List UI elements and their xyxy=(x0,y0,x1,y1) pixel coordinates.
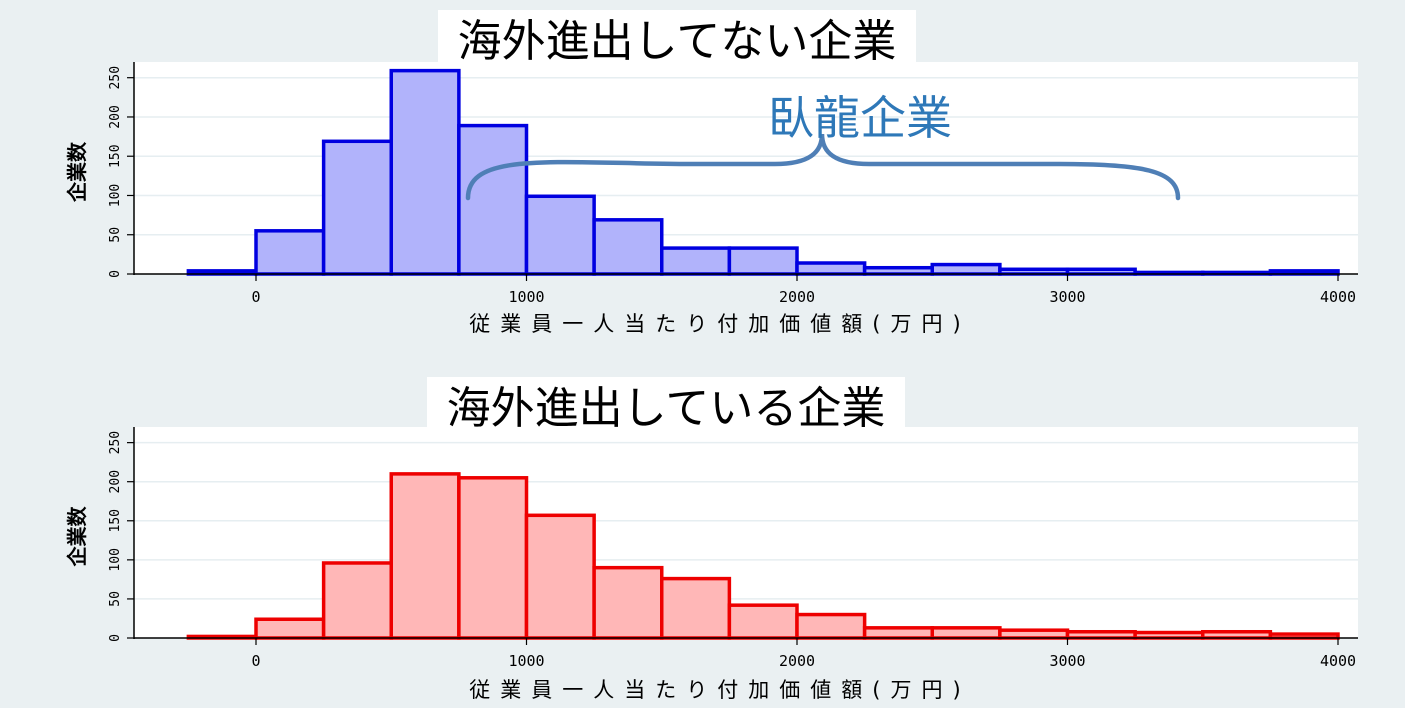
histogram-bar xyxy=(1133,630,1205,640)
histogram-bar xyxy=(1201,629,1273,640)
y-tick-label: 200 xyxy=(108,470,123,493)
y-tick-label: 150 xyxy=(108,144,123,167)
histogram-bar xyxy=(389,68,461,276)
x-axis-label: 従業員一人当たり付加価値額(万円) xyxy=(469,312,970,336)
x-axis-label: 従業員一人当たり付加価値額(万円) xyxy=(469,678,970,702)
histogram-bar xyxy=(660,576,732,640)
histogram-bar xyxy=(524,194,596,276)
y-tick-label: 0 xyxy=(108,270,123,278)
histogram-bar xyxy=(930,262,1002,276)
x-tick-label: 3000 xyxy=(1049,652,1085,670)
x-tick-label: 2000 xyxy=(779,288,815,306)
y-tick-label: 0 xyxy=(108,634,123,642)
y-tick-label: 250 xyxy=(108,431,123,454)
histogram-bar xyxy=(389,472,461,640)
histogram-bar xyxy=(524,513,596,640)
y-tick-label: 100 xyxy=(108,184,123,207)
y-tick-label: 100 xyxy=(108,548,123,571)
y-tick-label: 50 xyxy=(108,227,123,243)
x-tick-label: 0 xyxy=(251,288,260,306)
histogram-bar xyxy=(660,246,732,276)
chart-overseas: 0 1000 2000 3000 4000 0 50 100 150 200 250 企業数従業員一人… xyxy=(65,377,1358,702)
chart-title: 海外進出している企業 xyxy=(447,383,886,434)
x-tick-label: 1000 xyxy=(508,288,544,306)
histogram-bar xyxy=(930,626,1002,640)
histogram-bar xyxy=(795,612,867,640)
x-tick-label: 4000 xyxy=(1320,652,1356,670)
y-tick-label: 200 xyxy=(108,105,123,128)
histogram-bar xyxy=(1065,629,1137,640)
histogram-bar xyxy=(727,603,799,640)
histogram-bar xyxy=(457,476,529,640)
histogram-bar xyxy=(795,261,867,276)
y-tick-label: 50 xyxy=(108,591,123,607)
x-tick-label: 1000 xyxy=(508,652,544,670)
histogram-bar xyxy=(998,628,1070,640)
histogram-bar xyxy=(321,139,393,276)
histogram-bar xyxy=(592,565,664,640)
histogram-bar xyxy=(254,617,326,640)
x-tick-label: 3000 xyxy=(1049,288,1085,306)
histogram-bar xyxy=(254,229,326,276)
title-background xyxy=(438,10,916,66)
histogram-bar xyxy=(592,218,664,276)
annotation-brace xyxy=(465,133,1181,201)
chart-not-overseas: 0 1000 2000 3000 4000 0 50 100 150 200 250 企業数従業員一人… xyxy=(65,10,1358,336)
annotation-label: 臥龍企業 xyxy=(768,91,952,145)
y-axis-label: 企業数 xyxy=(65,506,89,568)
x-tick-label: 4000 xyxy=(1320,288,1356,306)
histogram-bar xyxy=(862,265,934,276)
histogram-bar xyxy=(727,246,799,276)
histogram-bar xyxy=(862,626,934,640)
title-background xyxy=(427,377,905,433)
histogram-bar xyxy=(321,561,393,640)
y-axis-label: 企業数 xyxy=(65,141,89,203)
x-tick-label: 2000 xyxy=(779,652,815,670)
x-tick-label: 0 xyxy=(251,652,260,670)
y-tick-label: 150 xyxy=(108,509,123,532)
chart-title: 海外進出してない企業 xyxy=(458,16,897,67)
y-tick-label: 250 xyxy=(108,66,123,89)
